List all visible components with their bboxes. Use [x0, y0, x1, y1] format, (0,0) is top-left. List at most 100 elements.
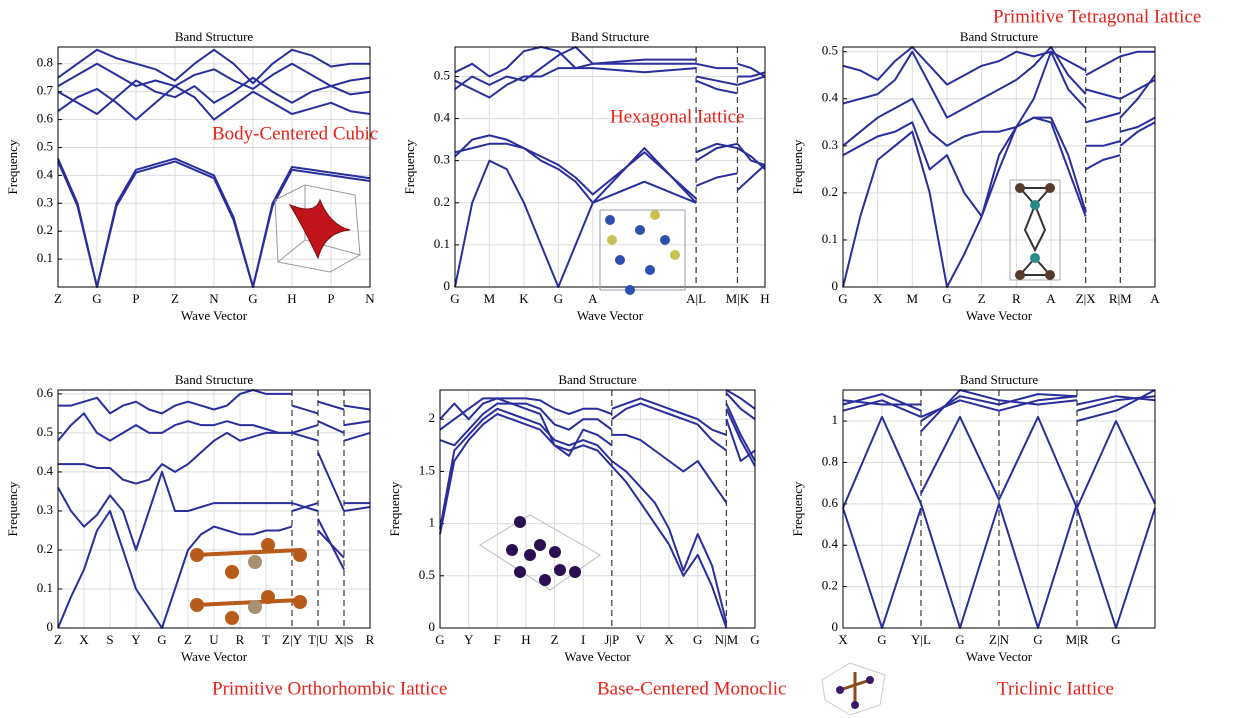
- y-tick-label: 0.6: [37, 111, 54, 126]
- y-tick-label: 0: [47, 619, 54, 634]
- lattice-annotation: Triclinic Iattice: [997, 678, 1114, 699]
- x-tick-label: Z: [54, 291, 62, 306]
- y-tick-label: 0.5: [434, 67, 450, 82]
- x-tick-label: G: [1033, 632, 1042, 647]
- x-tick-label: N|M: [715, 632, 739, 647]
- y-tick-label: 1: [832, 412, 839, 427]
- y-tick-label: 0.2: [37, 222, 53, 237]
- x-tick-label: G: [1111, 632, 1120, 647]
- lattice-annotation: Hexagonal Iattice: [610, 106, 745, 127]
- band-line: [440, 409, 755, 628]
- x-tick-label: N: [365, 291, 375, 306]
- y-tick-label: 1: [429, 515, 436, 530]
- chart-title: Band Structure: [960, 29, 1039, 44]
- y-tick-label: 0.2: [434, 194, 450, 209]
- lattice-annotation: Primitive Orthorhombic Iattice: [212, 678, 447, 699]
- x-tick-label: I: [581, 632, 585, 647]
- y-tick-label: 0: [429, 619, 436, 634]
- lattice-annotation: Base-Centered Monoclic: [597, 678, 786, 699]
- y-tick-label: 0.4: [822, 536, 839, 551]
- y-tick-label: 0.4: [822, 90, 839, 105]
- x-tick-label: Z: [551, 632, 559, 647]
- x-axis-label: Wave Vector: [181, 649, 248, 664]
- y-tick-label: 0: [832, 619, 839, 634]
- x-tick-label: H: [287, 291, 296, 306]
- x-tick-label: F: [494, 632, 501, 647]
- x-axis-label: Wave Vector: [966, 649, 1033, 664]
- y-tick-label: 0.5: [419, 567, 435, 582]
- x-tick-label: R: [1012, 291, 1021, 306]
- x-tick-label: J|P: [604, 632, 619, 647]
- y-tick-label: 0.4: [37, 166, 54, 181]
- x-tick-label: A: [1046, 291, 1056, 306]
- y-tick-label: 0.6: [37, 385, 54, 400]
- x-tick-label: M|R: [1066, 632, 1089, 647]
- y-axis-label: Frequency: [5, 139, 20, 194]
- y-tick-label: 0.1: [37, 580, 53, 595]
- x-axis-label: Wave Vector: [577, 308, 644, 323]
- y-tick-label: 0.3: [37, 194, 53, 209]
- chart: 0.10.20.30.40.50.60.70.8ZGPZNGHPNBand St…: [5, 29, 375, 323]
- chart-title: Band Structure: [571, 29, 650, 44]
- x-tick-label: A: [1150, 291, 1160, 306]
- figure: 0 0.2 0.4 0.6 0.8 1 X G Y|L G Z|N G M|R G Band Structu…: [0, 0, 1244, 718]
- x-tick-label: R: [366, 632, 375, 647]
- x-tick-label: G: [554, 291, 563, 306]
- x-tick-label: G: [435, 632, 444, 647]
- band-line: [843, 47, 1155, 118]
- y-tick-label: 0.3: [822, 137, 838, 152]
- y-tick-label: 1.5: [419, 462, 435, 477]
- lattice-annotation: Primitive Tetragonal Iattice: [993, 6, 1201, 27]
- x-tick-label: T: [262, 632, 270, 647]
- x-tick-label: G: [157, 632, 166, 647]
- x-tick-label: V: [636, 632, 646, 647]
- x-axis-label: Wave Vector: [564, 649, 631, 664]
- x-tick-label: X|S: [334, 632, 353, 647]
- y-tick-label: 0.6: [822, 495, 839, 510]
- inset-tetragonal: [1010, 180, 1060, 280]
- y-tick-label: 0.3: [434, 152, 450, 167]
- x-tick-label: A: [588, 291, 598, 306]
- band-line: [440, 390, 755, 435]
- y-tick-label: 0: [832, 278, 839, 293]
- x-tick-label: G: [942, 291, 951, 306]
- y-axis-label: Frequency: [5, 481, 20, 536]
- chart-title: Band Structure: [558, 372, 637, 387]
- inset-hex: [600, 210, 685, 295]
- x-axis-label: Wave Vector: [966, 308, 1033, 323]
- band-line: [455, 135, 765, 202]
- inset-orthorhombic: [190, 538, 307, 625]
- inset-monoclinic: [480, 515, 600, 590]
- x-tick-label: P: [327, 291, 334, 306]
- x-tick-label: G: [838, 291, 847, 306]
- x-tick-label: M: [907, 291, 919, 306]
- band-line: [843, 118, 1155, 287]
- x-tick-label: Z|N: [989, 632, 1010, 647]
- y-tick-label: 0.8: [822, 453, 838, 468]
- x-tick-label: S: [106, 632, 113, 647]
- x-tick-label: R|M: [1109, 291, 1132, 306]
- chart-title: Band Structure: [175, 29, 254, 44]
- x-tick-label: Z: [171, 291, 179, 306]
- y-tick-label: 2: [429, 410, 436, 425]
- x-tick-label: Z|Y: [282, 632, 303, 647]
- y-tick-label: 0.8: [37, 55, 53, 70]
- chart-title: Band Structure: [175, 372, 254, 387]
- x-tick-label: Y|L: [911, 632, 931, 647]
- x-tick-label: M: [484, 291, 496, 306]
- x-tick-label: X: [873, 291, 883, 306]
- y-tick-label: 0.7: [37, 83, 54, 98]
- x-tick-label: N: [209, 291, 219, 306]
- x-tick-label: Z: [184, 632, 192, 647]
- x-tick-label: Y: [464, 632, 474, 647]
- y-tick-label: 0.5: [822, 43, 838, 58]
- y-tick-label: 0.2: [37, 541, 53, 556]
- x-tick-label: Z|X: [1076, 291, 1097, 306]
- y-axis-label: Frequency: [402, 139, 417, 194]
- x-tick-label: Z: [54, 632, 62, 647]
- band-line: [843, 47, 1155, 85]
